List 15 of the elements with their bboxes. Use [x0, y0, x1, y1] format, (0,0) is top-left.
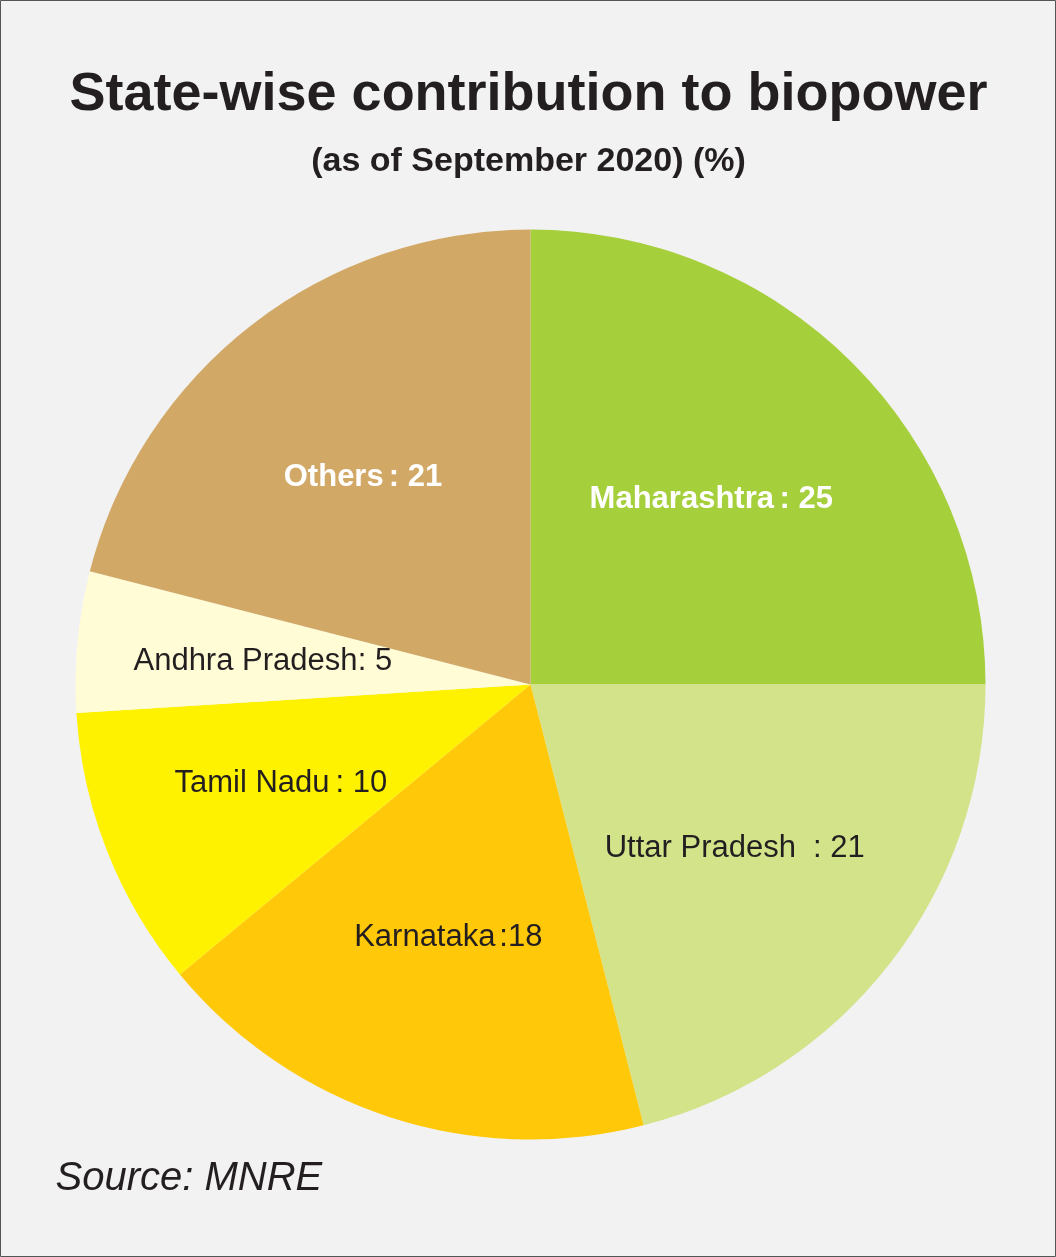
source-note: Source: MNRE — [55, 1153, 324, 1198]
data-label: : 5 — [357, 642, 393, 678]
slice-label: Maharashtra — [589, 480, 775, 516]
chart-title: State-wise contribution to biopower — [69, 60, 988, 121]
data-label: : 21 — [388, 458, 443, 494]
data-label: : 25 — [779, 480, 834, 516]
slice-label: Andhra Pradesh — [133, 642, 358, 678]
slice-label: Uttar Pradesh — [604, 828, 796, 864]
data-label: : 10 — [335, 764, 388, 800]
slice-label: Karnataka — [354, 917, 497, 953]
data-label: : 21 — [813, 828, 865, 864]
slice-label: Others — [283, 458, 384, 494]
chart-subtitle: (as of September 2020) (%) — [311, 139, 746, 178]
data-label: :18 — [499, 917, 543, 953]
slice-label: Tamil Nadu — [174, 764, 330, 800]
